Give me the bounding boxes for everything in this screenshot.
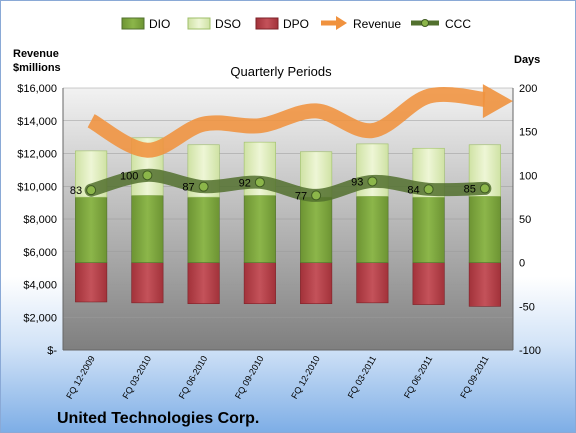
- ccc-point: [86, 185, 97, 196]
- x-axis-ticks: FQ 12-2009 FQ 03-2010 FQ 06-2010 FQ 09-2010…: [64, 354, 490, 401]
- x-tick-label: FQ 09-2011: [458, 354, 490, 400]
- legend-swatch-revenue: [321, 16, 347, 30]
- left-tick-label: $4,000: [23, 280, 57, 292]
- ccc-series: 83 100 87 92 77 93 84 85: [70, 168, 492, 202]
- ccc-data-label: 87: [182, 182, 194, 194]
- x-tick-label: FQ 09-2010: [233, 354, 266, 401]
- bar-dpo: [243, 262, 276, 305]
- x-tick-label: FQ 12-2009: [64, 354, 97, 401]
- ccc-point: [367, 176, 378, 187]
- ccc-point: [198, 181, 209, 192]
- revenue-series: [87, 84, 513, 158]
- left-tick-label: $12,000: [17, 149, 57, 161]
- bar-dio: [300, 196, 333, 263]
- left-tick-label: $-: [47, 345, 57, 357]
- legend-label-dio: DIO: [149, 17, 170, 31]
- bar-dpo: [75, 262, 108, 303]
- ccc-point: [142, 170, 153, 181]
- left-tick-label: $10,000: [17, 181, 57, 193]
- legend-label-dso: DSO: [215, 17, 241, 31]
- ccc-point: [423, 184, 434, 195]
- ccc-data-label: 93: [351, 176, 363, 188]
- legend-label-ccc: CCC: [445, 17, 471, 31]
- bar-dpo: [412, 262, 445, 305]
- bar-dio: [131, 195, 164, 263]
- right-tick-label: 200: [519, 83, 537, 95]
- x-tick-label: FQ 03-2011: [346, 354, 378, 400]
- bar-dio: [187, 196, 220, 263]
- right-tick-label: 0: [519, 258, 525, 270]
- ccc-data-label: 100: [120, 170, 138, 182]
- left-axis-label-line1: Revenue: [13, 48, 59, 60]
- x-tick-label: FQ 06-2010: [177, 354, 210, 401]
- legend-swatch-dio: [121, 17, 145, 30]
- right-axis-label: Days: [514, 54, 540, 66]
- ccc-point: [311, 190, 322, 201]
- bar-dpo: [131, 262, 164, 304]
- bar-dio: [75, 196, 108, 263]
- ccc-point: [254, 177, 265, 188]
- left-tick-label: $6,000: [23, 247, 57, 259]
- legend: DIO DSO DPO Revenue CCC: [121, 16, 471, 31]
- ccc-data-label: 85: [464, 183, 476, 195]
- left-tick-label: $16,000: [17, 83, 57, 95]
- company-name: United Technologies Corp.: [57, 410, 259, 427]
- bar-dpo: [300, 262, 333, 305]
- right-tick-label: -50: [519, 301, 535, 313]
- revenue-arrowhead: [482, 84, 513, 119]
- bar-dio: [468, 195, 501, 263]
- chart-title: Quarterly Periods: [230, 64, 332, 79]
- bar-dio: [412, 196, 445, 263]
- x-tick-label: FQ 03-2010: [120, 354, 153, 401]
- left-axis-ticks: $16,000 $14,000 $12,000 $10,000 $8,000 $6,000…: [17, 83, 57, 357]
- legend-swatch-ccc: [411, 19, 439, 27]
- bar-dpo: [356, 262, 389, 304]
- left-axis-label-line2: $millions: [13, 62, 61, 74]
- legend-label-dpo: DPO: [283, 17, 309, 31]
- left-tick-label: $14,000: [17, 116, 57, 128]
- x-tick-label: FQ 06-2011: [402, 354, 434, 400]
- bar-dpo: [187, 262, 220, 305]
- legend-label-revenue: Revenue: [353, 17, 401, 31]
- legend-swatch-dso: [187, 17, 211, 30]
- right-tick-label: 100: [519, 170, 537, 182]
- ccc-data-label: 83: [70, 185, 82, 197]
- ccc-data-label: 84: [407, 184, 419, 196]
- right-axis-ticks: 200 150 100 50 0 -50 -100: [519, 83, 541, 357]
- ccc-point: [479, 183, 490, 194]
- right-tick-label: -100: [519, 345, 541, 357]
- left-tick-label: $8,000: [23, 214, 57, 226]
- bar-dpo: [468, 262, 501, 307]
- ccc-data-label: 77: [295, 190, 307, 202]
- left-tick-label: $2,000: [23, 312, 57, 324]
- ccc-data-label: 92: [239, 177, 251, 189]
- right-tick-label: 150: [519, 127, 537, 139]
- revenue-line: [87, 86, 486, 158]
- x-tick-label: FQ 12-2010: [289, 354, 322, 401]
- legend-swatch-dpo: [255, 17, 279, 30]
- bar-dio: [356, 195, 389, 263]
- bar-dio: [243, 195, 276, 263]
- right-tick-label: 50: [519, 214, 531, 226]
